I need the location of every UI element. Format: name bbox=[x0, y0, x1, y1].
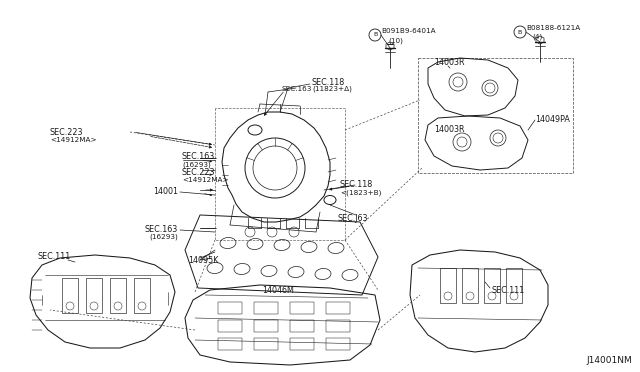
Text: SEC.163: SEC.163 bbox=[145, 225, 178, 234]
Bar bbox=[290, 302, 314, 314]
Text: B: B bbox=[518, 29, 522, 35]
Text: SEC.118: SEC.118 bbox=[312, 78, 345, 87]
Text: 14049PA: 14049PA bbox=[535, 115, 570, 124]
Text: 14046M: 14046M bbox=[262, 286, 294, 295]
Text: B: B bbox=[373, 32, 377, 38]
Text: <(1823+B): <(1823+B) bbox=[340, 189, 381, 196]
Text: SEC.118: SEC.118 bbox=[340, 180, 373, 189]
Text: (11823+Δ): (11823+Δ) bbox=[312, 86, 352, 93]
Text: SEC.111: SEC.111 bbox=[38, 252, 71, 261]
Text: <14912MA>: <14912MA> bbox=[182, 177, 228, 183]
Text: (16293): (16293) bbox=[182, 161, 211, 167]
Bar bbox=[218, 320, 242, 332]
Text: <14912MA>: <14912MA> bbox=[50, 137, 97, 143]
Bar bbox=[290, 320, 314, 332]
Text: SEC.163: SEC.163 bbox=[182, 152, 215, 161]
Bar bbox=[326, 320, 350, 332]
Text: (10): (10) bbox=[388, 37, 403, 44]
Text: J14001NM: J14001NM bbox=[586, 356, 632, 365]
Text: SEC.223: SEC.223 bbox=[182, 168, 216, 177]
Bar bbox=[326, 302, 350, 314]
Bar bbox=[218, 302, 242, 314]
Text: 14003R: 14003R bbox=[434, 58, 465, 67]
Text: SEC.163: SEC.163 bbox=[282, 86, 312, 92]
Text: B091B9-6401A: B091B9-6401A bbox=[381, 28, 436, 34]
Bar bbox=[254, 320, 278, 332]
Bar bbox=[326, 338, 350, 350]
Text: SEC.111: SEC.111 bbox=[492, 286, 525, 295]
Text: 14001: 14001 bbox=[153, 187, 178, 196]
Text: SEC.223: SEC.223 bbox=[50, 128, 83, 137]
Text: 14095K: 14095K bbox=[188, 256, 218, 265]
Bar bbox=[218, 338, 242, 350]
Bar bbox=[254, 338, 278, 350]
Text: B08188-6121A: B08188-6121A bbox=[526, 25, 580, 31]
Text: SEC.J63: SEC.J63 bbox=[338, 214, 369, 223]
Bar bbox=[290, 338, 314, 350]
Text: (4): (4) bbox=[532, 34, 542, 41]
Text: 14003R: 14003R bbox=[434, 125, 465, 134]
Text: (16293): (16293) bbox=[149, 234, 178, 241]
Bar bbox=[254, 302, 278, 314]
